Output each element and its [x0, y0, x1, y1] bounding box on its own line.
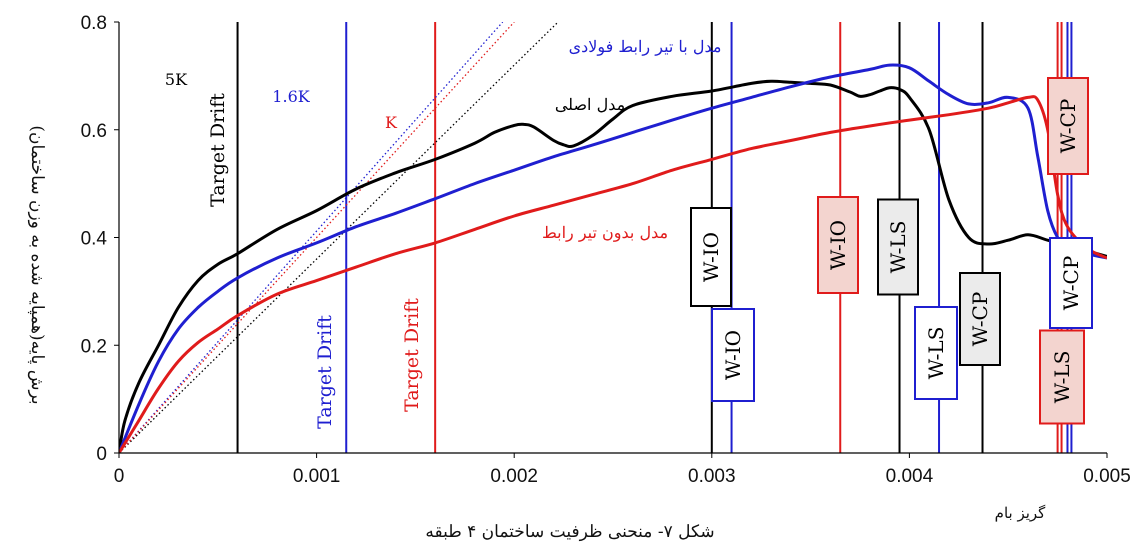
performance-level-box — [877, 198, 919, 296]
stiffness-label: K — [385, 113, 398, 132]
performance-level-box — [817, 196, 859, 294]
series-line — [119, 79, 1107, 453]
target-drift-label: Target Drift — [314, 315, 336, 429]
x-tick-label: 0.001 — [293, 466, 341, 487]
performance-level-box — [959, 272, 1001, 366]
x-axis-label: گریز بام — [995, 504, 1047, 522]
y-tick-label: 0 — [96, 444, 107, 465]
series-name-label: مدل اصلی — [555, 95, 625, 114]
y-tick-label: 0.2 — [81, 336, 107, 357]
performance-level-box — [1047, 77, 1089, 175]
performance-level-box — [914, 306, 958, 400]
y-tick-label: 0.4 — [81, 229, 108, 250]
annotation-layer: Target Drift Target Drift Target Drift W-IO… — [165, 37, 1093, 429]
target-drift-label: Target Drift — [207, 93, 229, 207]
x-tick-label: 0.005 — [1083, 466, 1131, 487]
performance-level-label: W-LS — [1050, 351, 1074, 404]
initial-stiffness-line — [119, 22, 504, 453]
performance-level-box — [1039, 329, 1085, 425]
y-tick-label: 0.6 — [81, 121, 107, 142]
x-tick-label: 0.002 — [490, 466, 538, 487]
stiffness-label: 1.6K — [272, 87, 310, 106]
figure-caption: شکل ۷- منحنی ظرفیت ساختمان ۴ طبقه — [425, 522, 714, 542]
performance-level-label: W-LS — [886, 221, 910, 274]
axis-layer: 0 0.001 0.002 0.003 0.004 0.005 0 0.2 0.4 0.6 0.8 — [81, 13, 1131, 487]
initial-stiffness-line — [119, 22, 559, 453]
performance-level-label: W-IO — [826, 220, 850, 270]
series-name-label: مدل با تیر رابط فولادی — [569, 37, 722, 56]
performance-level-label: W-IO — [699, 232, 723, 282]
performance-level-label: W-CP — [1056, 99, 1080, 154]
x-tick-label: 0.003 — [688, 466, 736, 487]
performance-level-box — [1049, 237, 1093, 329]
performance-level-label: W-CP — [1059, 256, 1083, 311]
y-axis-label: برش پایه(همپایه شده به وزن ساختمان) — [27, 125, 47, 404]
performance-level-label: W-IO — [721, 330, 745, 380]
series-name-label: مدل بدون تیر رابط — [542, 223, 668, 242]
target-drift-label: Target Drift — [401, 298, 423, 412]
y-tick-label: 0.8 — [81, 13, 107, 34]
initial-stiffness-line — [119, 22, 515, 453]
performance-level-box — [711, 308, 755, 402]
performance-level-box — [690, 207, 732, 307]
x-tick-label: 0.004 — [886, 466, 934, 487]
x-tick-label: 0 — [114, 466, 125, 487]
stiffness-label: 5K — [165, 70, 188, 89]
performance-level-label: W-LS — [924, 327, 948, 380]
series-line — [119, 63, 1107, 453]
performance-level-label: W-CP — [968, 292, 992, 347]
series-line — [119, 95, 1107, 453]
